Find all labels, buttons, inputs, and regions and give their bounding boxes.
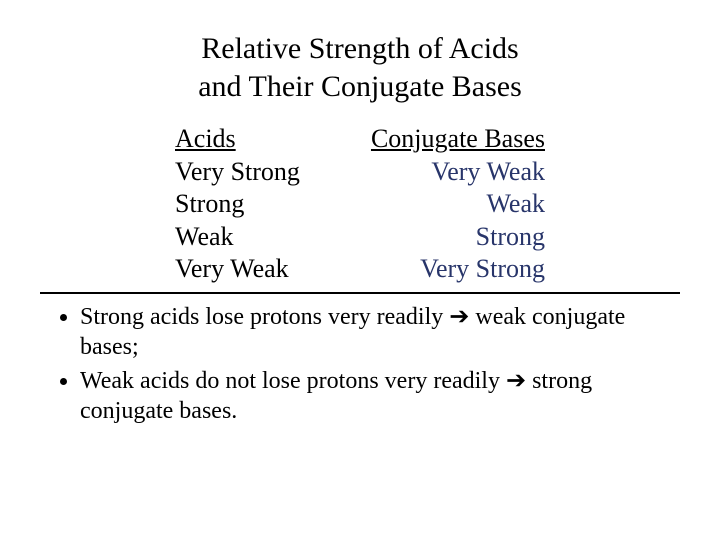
cell-acid: Very Strong [175, 156, 300, 189]
cell-base: Very Weak [431, 156, 545, 189]
arrow-icon: ➔ [506, 367, 526, 394]
arrow-icon: ➔ [449, 303, 469, 330]
header-bases: Conjugate Bases [371, 123, 545, 156]
slide-title: Relative Strength of Acids and Their Con… [40, 30, 680, 105]
cell-acid: Weak [175, 221, 234, 254]
bullet-text-pre: Strong acids lose protons very readily [80, 304, 449, 330]
title-line-1: Relative Strength of Acids [201, 32, 518, 65]
header-acids: Acids [175, 123, 236, 156]
cell-base: Weak [486, 188, 545, 221]
title-line-2: and Their Conjugate Bases [198, 70, 522, 103]
table-row: Strong Weak [175, 188, 545, 221]
cell-base: Very Strong [420, 253, 545, 286]
divider [40, 292, 680, 294]
table-row: Very Weak Very Strong [175, 253, 545, 286]
bullet-text-pre: Weak acids do not lose protons very read… [80, 368, 506, 394]
table-header-row: Acids Conjugate Bases [175, 123, 545, 156]
strength-table: Acids Conjugate Bases Very Strong Very W… [175, 123, 545, 286]
bullet-list: Strong acids lose protons very readily ➔… [40, 302, 680, 426]
cell-base: Strong [476, 221, 545, 254]
cell-acid: Strong [175, 188, 244, 221]
list-item: Strong acids lose protons very readily ➔… [80, 302, 680, 362]
table-row: Very Strong Very Weak [175, 156, 545, 189]
list-item: Weak acids do not lose protons very read… [80, 366, 680, 426]
table-row: Weak Strong [175, 221, 545, 254]
cell-acid: Very Weak [175, 253, 289, 286]
slide: Relative Strength of Acids and Their Con… [0, 0, 720, 450]
